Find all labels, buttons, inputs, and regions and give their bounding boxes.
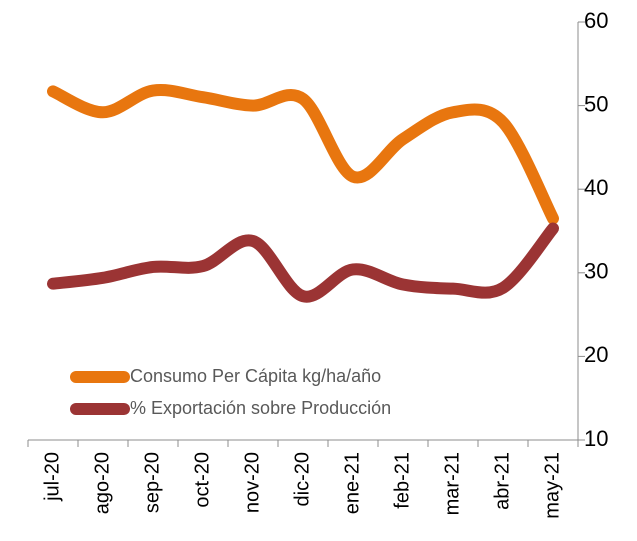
y-tick-label: 20: [584, 342, 608, 367]
line-series: [47, 84, 559, 225]
y-tick-label: 30: [584, 259, 608, 284]
x-tick-label: sep-20: [141, 452, 163, 513]
y-tick-label: 10: [584, 426, 608, 451]
x-tick-label: feb-21: [391, 452, 413, 509]
legend-label: % Exportación sobre Producción: [130, 398, 391, 418]
x-tick-label: ago-20: [91, 452, 113, 514]
y-tick-label: 60: [584, 8, 608, 33]
x-tick-label: jul-20: [41, 452, 63, 502]
x-tick-label: mar-21: [441, 452, 463, 515]
line-series: [47, 222, 559, 303]
x-tick-label: oct-20: [191, 452, 213, 508]
legend-label: Consumo Per Cápita kg/ha/año: [130, 366, 381, 386]
y-tick-label: 40: [584, 175, 608, 200]
x-tick-label: dic-20: [291, 452, 313, 506]
x-tick-label: may-21: [541, 452, 563, 519]
y-tick-label: 50: [584, 91, 608, 116]
x-tick-label: nov-20: [241, 452, 263, 513]
x-tick-label: abr-21: [491, 452, 513, 510]
x-tick-label: ene-21: [341, 452, 363, 514]
